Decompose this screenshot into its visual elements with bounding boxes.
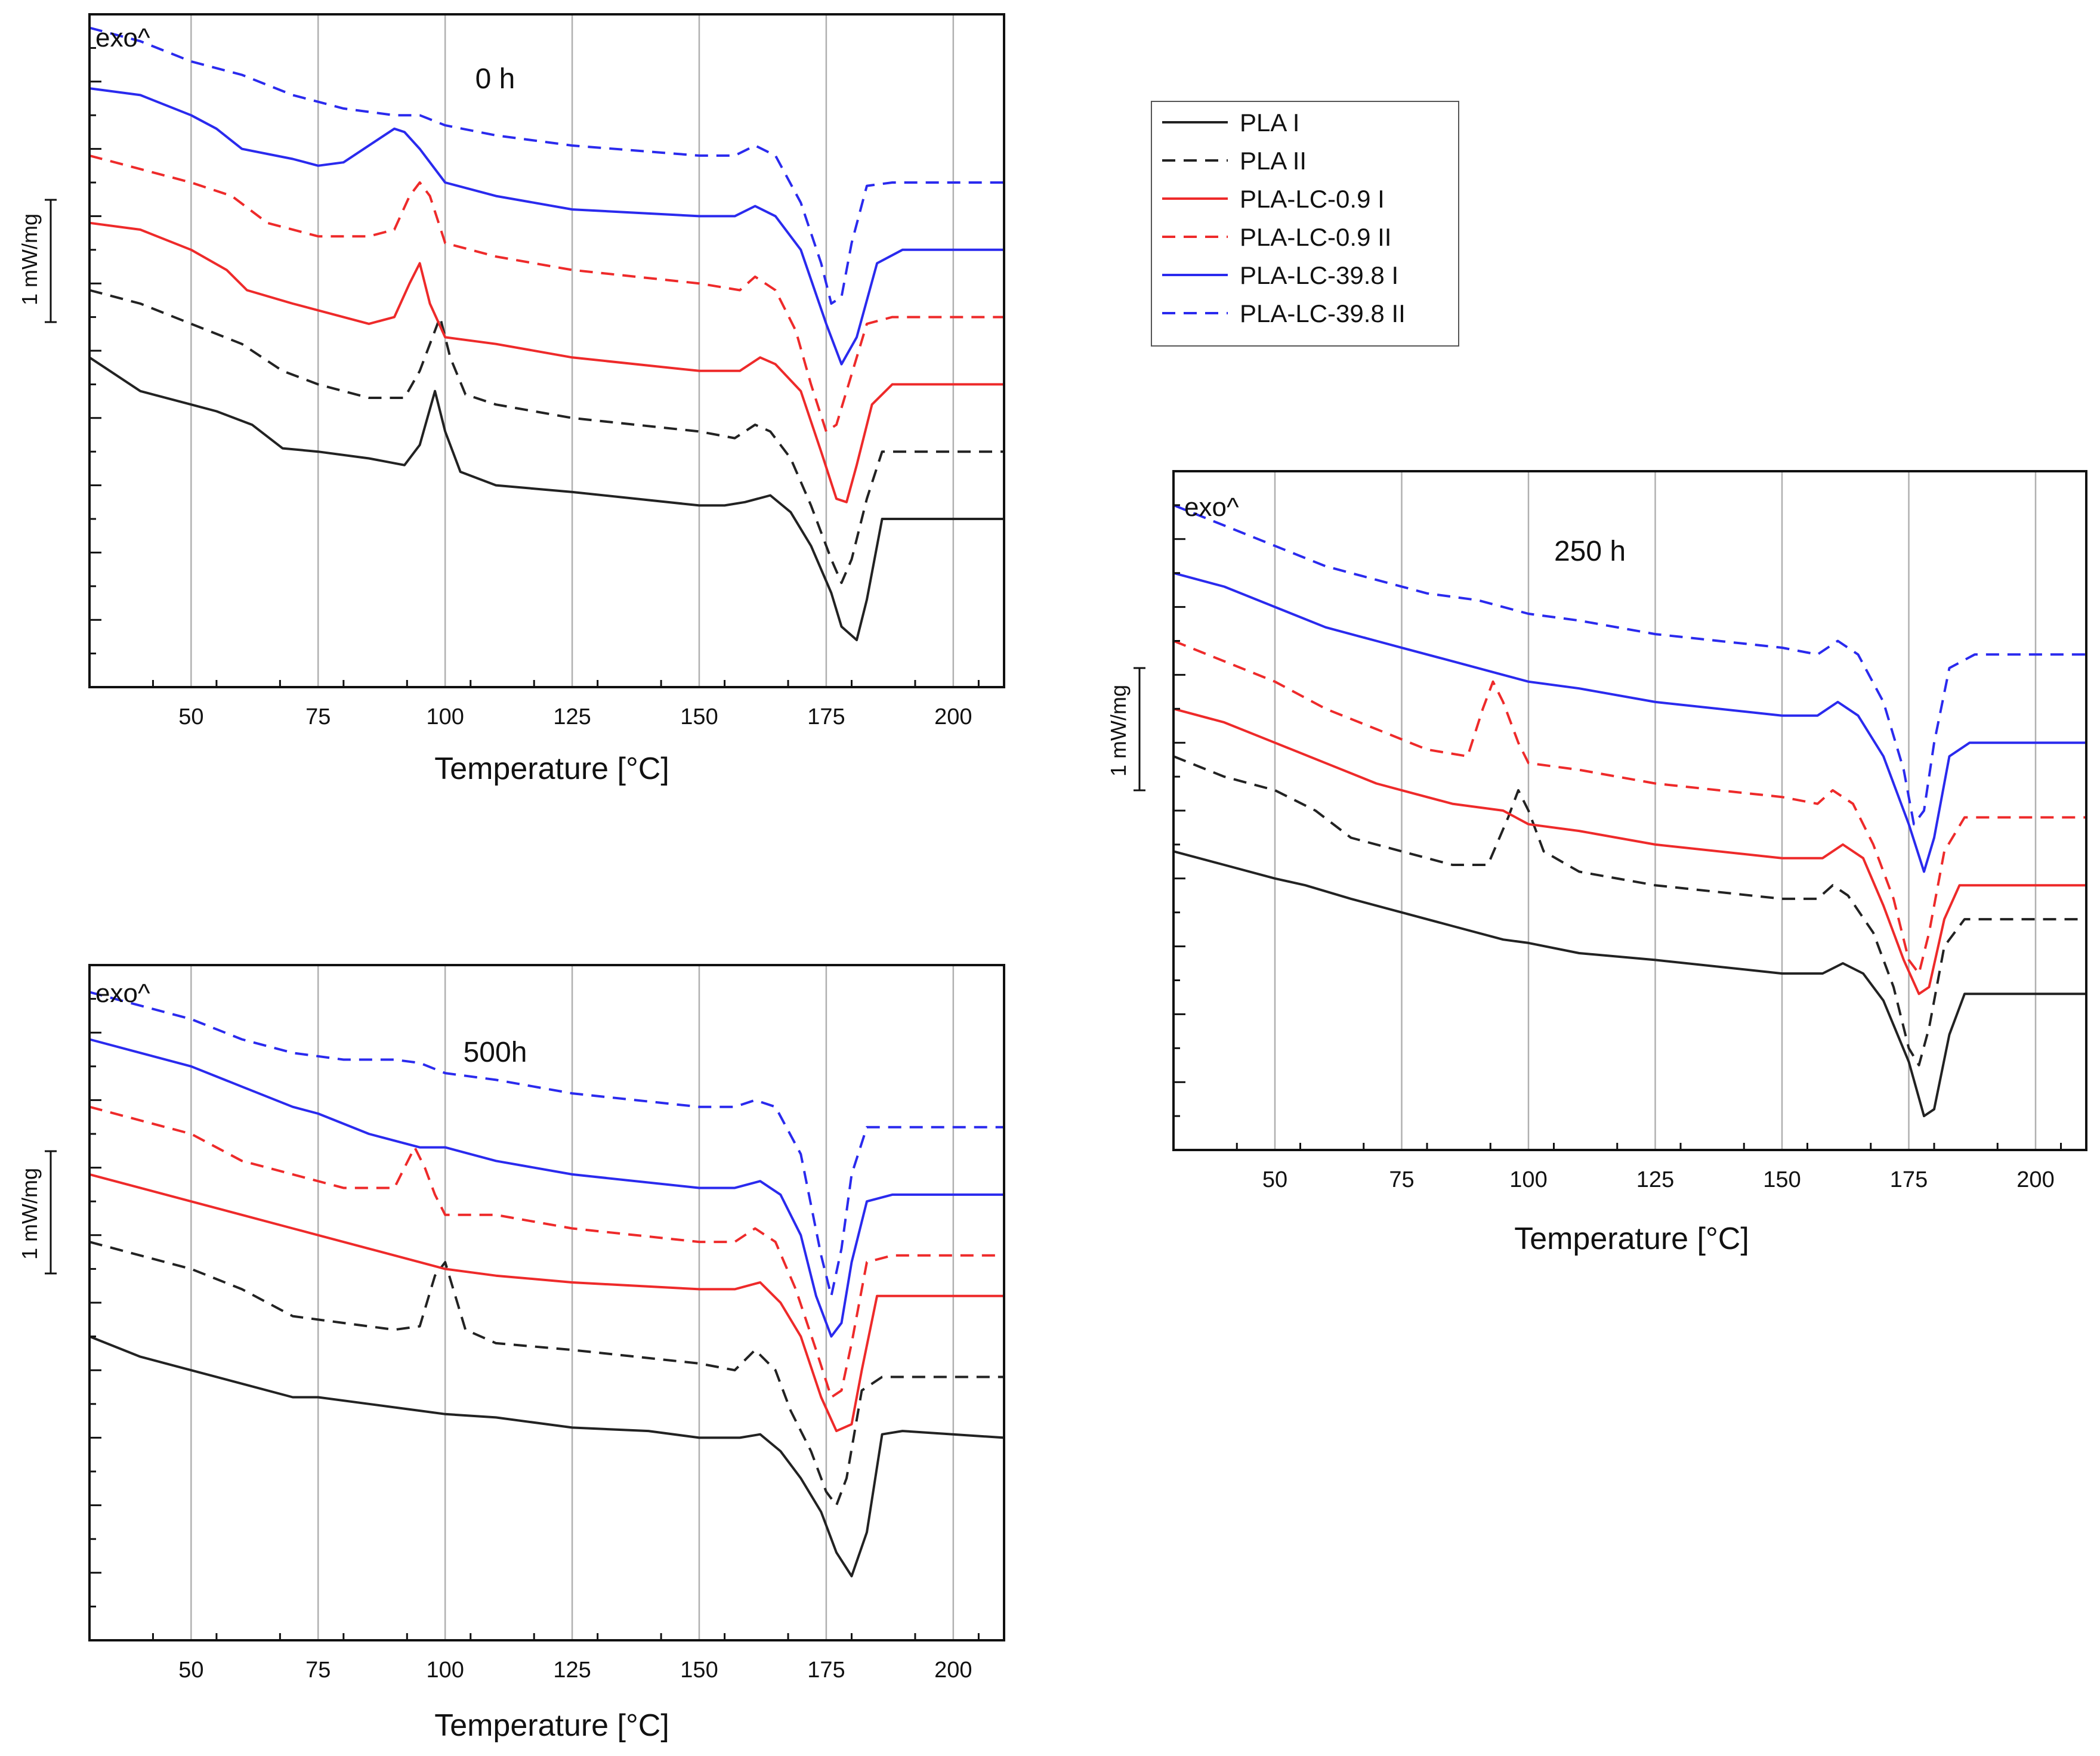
x-tick-label: 200 <box>934 704 972 729</box>
legend-entry: PLA-LC-39.8 II <box>1162 299 1406 327</box>
legend-label: PLA I <box>1240 109 1299 137</box>
x-tick-label: 200 <box>2016 1167 2054 1192</box>
x-tick-label: 175 <box>807 1658 845 1683</box>
series-line-pla-lc-39-8-i <box>89 1038 1004 1338</box>
x-tick-label: 125 <box>553 1658 591 1683</box>
x-tick-label: 125 <box>553 704 591 729</box>
x-tick-label: 75 <box>1389 1167 1414 1192</box>
series-line-pla-lc-0-9-i <box>89 221 1004 503</box>
plot-area-0h: 50 75 100 125 150 175 200 <box>88 13 1005 729</box>
scale-bar-label-250h: 1 mW/mg <box>1106 685 1131 777</box>
legend-box <box>1151 101 1459 347</box>
scale-bar-label-500h: 1 mW/mg <box>17 1168 42 1260</box>
panel-title-0h: 0 h <box>475 63 515 95</box>
scale-bar-250h <box>1134 667 1145 792</box>
series-line-pla-lc-39-8-ii <box>89 26 1004 305</box>
series-line-pla-lc-0-9-i <box>1173 707 2086 996</box>
legend-label: PLA II <box>1240 147 1307 175</box>
x-tick-label: 100 <box>1509 1167 1547 1192</box>
series-line-pla-i <box>1173 850 2086 1118</box>
legend-label: PLA-LC-0.9 II <box>1240 223 1391 251</box>
chart-panel-500h: 50 75 100 125 150 175 200 exo^ 500h Temperatur… <box>17 964 1005 1743</box>
x-tick-label: 75 <box>305 704 331 729</box>
plot-area-500h: 50 75 100 125 150 175 200 <box>88 964 1005 1683</box>
x-tick-label: 50 <box>178 1658 203 1683</box>
legend-entry: PLA-LC-0.9 II <box>1162 223 1391 251</box>
x-axis-label-250h: Temperature [°C] <box>1514 1222 1749 1256</box>
legend-entry: PLA II <box>1162 147 1307 175</box>
x-tick-label: 150 <box>1763 1167 1801 1192</box>
scale-bar-500h <box>45 1150 57 1275</box>
x-tick-label: 50 <box>1262 1167 1287 1192</box>
scale-bar-0h <box>45 199 57 323</box>
legend-entry: PLA-LC-0.9 I <box>1162 185 1385 213</box>
x-tick-label: 50 <box>178 704 203 729</box>
panel-title-500h: 500h <box>464 1037 527 1068</box>
series-line-pla-lc-39-8-ii <box>89 991 1004 1297</box>
series-line-pla-lc-39-8-i <box>1173 571 2086 873</box>
x-tick-label: 150 <box>680 1658 718 1683</box>
series-line-pla-lc-0-9-ii <box>1173 639 2086 975</box>
x-tick-label: 175 <box>807 704 845 729</box>
legend-label: PLA-LC-39.8 II <box>1240 299 1406 327</box>
series-line-pla-lc-39-8-ii <box>1173 504 2086 826</box>
x-tick-label: 175 <box>1890 1167 1928 1192</box>
x-tick-label: 100 <box>426 1658 464 1683</box>
x-tick-label: 150 <box>680 704 718 729</box>
legend: PLA I PLA II PLA-LC-0.9 I PLA-LC-0.9 II PLA-… <box>1151 101 1459 347</box>
legend-label: PLA-LC-0.9 I <box>1240 185 1385 213</box>
series-line-pla-ii <box>89 1241 1004 1507</box>
chart-panel-0h: 50 75 100 125 150 175 200 exo^ 0 h Temperature… <box>17 13 1005 786</box>
series-line-pla-lc-0-9-ii <box>89 1105 1004 1399</box>
legend-label: PLA-LC-39.8 I <box>1240 261 1398 289</box>
plot-frame <box>88 964 1005 1641</box>
legend-entry: PLA I <box>1162 109 1299 137</box>
series-line-pla-ii <box>1173 755 2086 1066</box>
x-tick-label: 75 <box>305 1658 331 1683</box>
series-line-pla-i <box>88 356 1004 641</box>
series-line-pla-i <box>89 1335 1005 1578</box>
plot-frame <box>1172 470 2087 1151</box>
exo-label-0h: exo^ <box>95 23 150 52</box>
plot-frame <box>88 13 1005 688</box>
chart-panel-250h: 50 75 100 125 150 175 200 exo^ 250 h Temperatu… <box>1106 470 2087 1256</box>
x-tick-label: 100 <box>426 704 464 729</box>
plot-area-250h: 50 75 100 125 150 175 200 <box>1172 470 2087 1192</box>
series-line-pla-ii <box>89 289 1004 585</box>
x-tick-label: 125 <box>1636 1167 1674 1192</box>
scale-bar-label-0h: 1 mW/mg <box>17 214 42 305</box>
legend-entry: PLA-LC-39.8 I <box>1162 261 1398 289</box>
x-tick-label: 200 <box>934 1658 972 1683</box>
exo-label-250h: exo^ <box>1184 493 1239 522</box>
x-axis-label-500h: Temperature [°C] <box>434 1708 669 1743</box>
panel-title-250h: 250 h <box>1554 536 1626 567</box>
series-line-pla-lc-39-8-i <box>89 87 1004 366</box>
x-axis-label-0h: Temperature [°C] <box>434 752 669 786</box>
series-line-pla-lc-0-9-i <box>89 1173 1004 1433</box>
exo-label-500h: exo^ <box>95 979 150 1008</box>
series-line-pla-lc-0-9-ii <box>89 154 1004 433</box>
